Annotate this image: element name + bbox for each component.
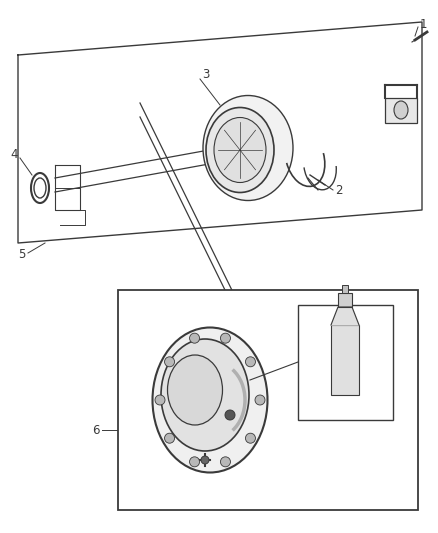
- Circle shape: [245, 357, 255, 367]
- Text: 9: 9: [339, 425, 347, 439]
- Ellipse shape: [393, 101, 407, 119]
- Circle shape: [155, 395, 165, 405]
- Bar: [330, 325, 358, 395]
- Circle shape: [220, 333, 230, 343]
- Ellipse shape: [167, 355, 222, 425]
- Circle shape: [220, 457, 230, 467]
- Circle shape: [225, 410, 234, 420]
- Text: 3: 3: [201, 69, 209, 82]
- Circle shape: [189, 457, 199, 467]
- Circle shape: [245, 433, 255, 443]
- Text: 1: 1: [419, 18, 427, 30]
- Bar: [297, 305, 392, 420]
- Text: 7: 7: [215, 471, 222, 483]
- Text: 2: 2: [334, 183, 342, 197]
- Circle shape: [254, 395, 265, 405]
- Bar: [384, 98, 416, 123]
- Circle shape: [164, 357, 174, 367]
- Ellipse shape: [161, 339, 248, 451]
- Bar: [341, 285, 347, 293]
- Circle shape: [201, 456, 208, 464]
- Ellipse shape: [152, 327, 267, 472]
- Bar: [118, 290, 417, 510]
- Text: 8: 8: [258, 471, 265, 483]
- Circle shape: [164, 433, 174, 443]
- Polygon shape: [330, 307, 358, 325]
- Ellipse shape: [202, 95, 292, 200]
- Bar: [337, 293, 351, 307]
- Text: 6: 6: [92, 424, 100, 437]
- Ellipse shape: [205, 108, 273, 192]
- Text: 4: 4: [10, 149, 18, 161]
- Text: 5: 5: [18, 248, 25, 262]
- Circle shape: [189, 333, 199, 343]
- Ellipse shape: [213, 117, 265, 182]
